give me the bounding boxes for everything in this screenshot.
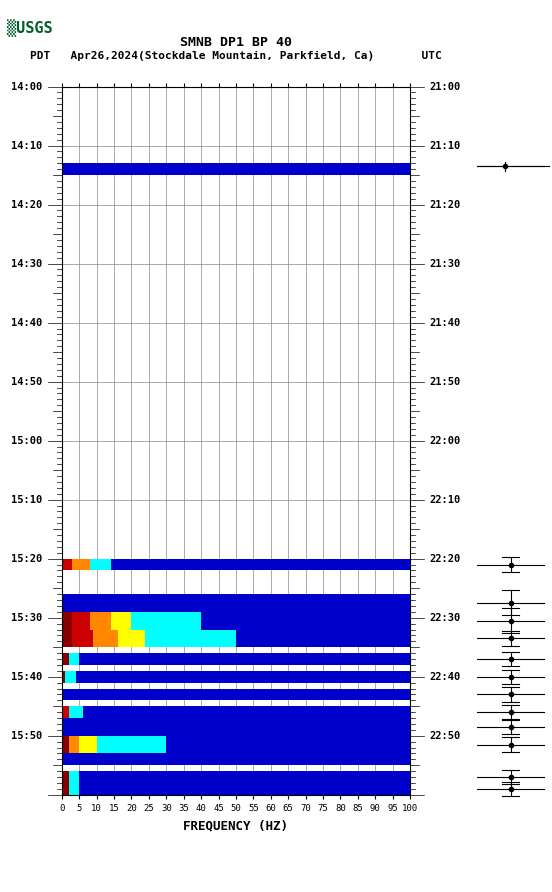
Bar bbox=[62, 612, 72, 630]
Text: PDT   Apr26,2024(Stockdale Mountain, Parkfield, Ca)       UTC: PDT Apr26,2024(Stockdale Mountain, Parkf… bbox=[30, 51, 442, 62]
Bar bbox=[69, 653, 79, 665]
X-axis label: FREQUENCY (HZ): FREQUENCY (HZ) bbox=[183, 820, 289, 833]
Bar bbox=[83, 706, 410, 718]
Text: 14:10: 14:10 bbox=[12, 141, 43, 151]
Bar bbox=[62, 671, 65, 682]
Bar bbox=[79, 653, 410, 665]
Bar bbox=[76, 671, 410, 682]
Bar bbox=[201, 612, 410, 630]
Text: 15:40: 15:40 bbox=[12, 672, 43, 681]
Text: 15:30: 15:30 bbox=[12, 613, 43, 623]
Text: 21:30: 21:30 bbox=[429, 259, 460, 268]
Bar bbox=[79, 783, 410, 795]
Bar bbox=[110, 558, 410, 571]
Text: 21:10: 21:10 bbox=[429, 141, 460, 151]
Text: 14:40: 14:40 bbox=[12, 318, 43, 327]
Bar bbox=[62, 736, 69, 754]
Text: 14:50: 14:50 bbox=[12, 376, 43, 386]
Bar bbox=[166, 736, 410, 754]
Text: 21:40: 21:40 bbox=[429, 318, 460, 327]
Bar bbox=[65, 671, 76, 682]
Bar bbox=[131, 612, 201, 630]
Text: 22:00: 22:00 bbox=[429, 435, 460, 446]
Text: 21:00: 21:00 bbox=[429, 81, 460, 92]
Bar bbox=[69, 706, 83, 718]
Bar bbox=[62, 163, 410, 175]
Bar bbox=[93, 630, 118, 648]
Bar bbox=[62, 594, 410, 612]
Bar bbox=[62, 718, 410, 736]
Text: 21:20: 21:20 bbox=[429, 200, 460, 210]
Bar bbox=[62, 706, 69, 718]
Text: 15:10: 15:10 bbox=[12, 495, 43, 505]
Text: 22:10: 22:10 bbox=[429, 495, 460, 505]
Text: 15:00: 15:00 bbox=[12, 435, 43, 446]
Text: 22:30: 22:30 bbox=[429, 613, 460, 623]
Bar bbox=[89, 558, 110, 571]
Bar bbox=[118, 630, 145, 648]
Bar bbox=[62, 558, 72, 571]
Text: 15:20: 15:20 bbox=[12, 554, 43, 564]
Bar bbox=[69, 783, 79, 795]
Text: 22:50: 22:50 bbox=[429, 731, 460, 740]
Bar bbox=[72, 558, 89, 571]
Text: 22:20: 22:20 bbox=[429, 554, 460, 564]
Bar bbox=[79, 772, 410, 783]
Bar bbox=[236, 630, 410, 648]
Bar bbox=[62, 772, 69, 783]
Bar bbox=[89, 612, 110, 630]
Bar bbox=[97, 736, 166, 754]
Bar bbox=[62, 689, 410, 700]
Bar bbox=[62, 630, 72, 648]
Text: ▒USGS: ▒USGS bbox=[7, 20, 52, 37]
Text: 14:30: 14:30 bbox=[12, 259, 43, 268]
Bar bbox=[62, 653, 69, 665]
Text: 22:40: 22:40 bbox=[429, 672, 460, 681]
Bar bbox=[110, 612, 131, 630]
Text: 15:50: 15:50 bbox=[12, 731, 43, 740]
Bar bbox=[72, 612, 89, 630]
Bar bbox=[62, 783, 69, 795]
Bar bbox=[145, 630, 236, 648]
Bar bbox=[79, 736, 97, 754]
Text: 14:20: 14:20 bbox=[12, 200, 43, 210]
Bar bbox=[69, 736, 79, 754]
Bar bbox=[62, 754, 410, 765]
Text: SMNB DP1 BP 40: SMNB DP1 BP 40 bbox=[181, 37, 292, 49]
Bar bbox=[72, 630, 93, 648]
Bar bbox=[69, 772, 79, 783]
Text: 14:00: 14:00 bbox=[12, 81, 43, 92]
Text: 21:50: 21:50 bbox=[429, 376, 460, 386]
